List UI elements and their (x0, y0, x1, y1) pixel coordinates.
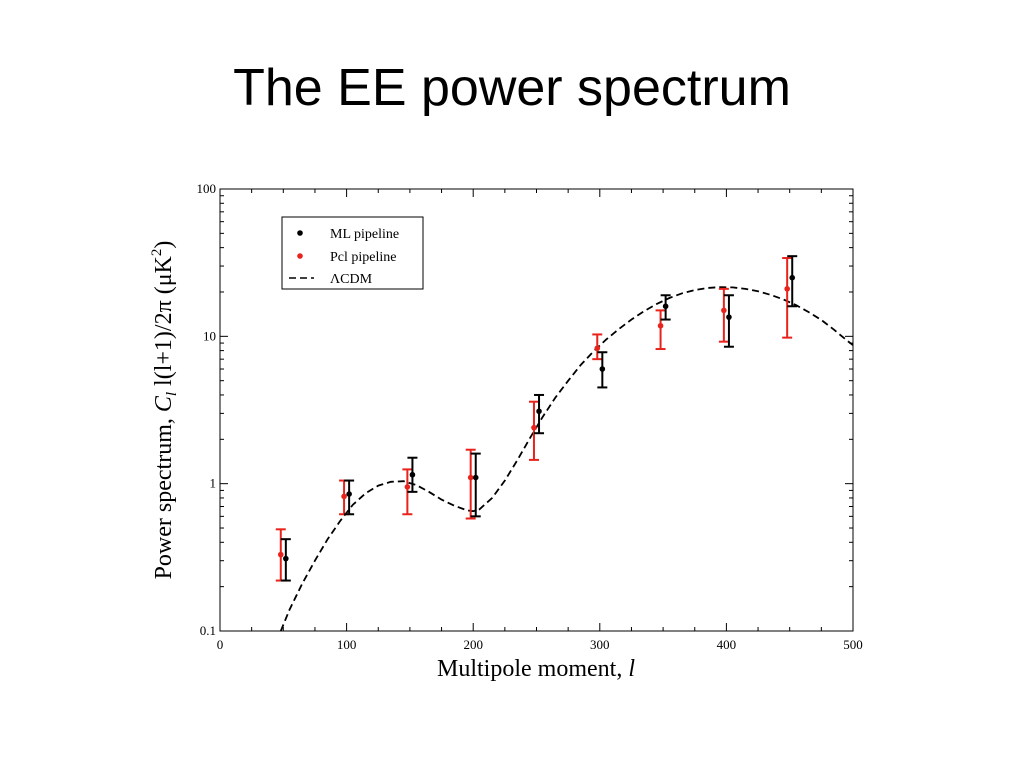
y-tick-label: 1 (210, 476, 217, 491)
ml-point (662, 303, 669, 310)
legend: ML pipeline Pcl pipeline ΛCDM (281, 216, 424, 290)
ml-point (726, 314, 732, 320)
pcl-point (657, 322, 664, 329)
pcl-point (721, 307, 727, 314)
x-tick-label: 200 (463, 637, 483, 652)
ml-series (280, 255, 798, 582)
legend-pcl-label: Pcl pipeline (330, 250, 397, 265)
x-tick-label: 400 (717, 637, 737, 652)
pcl-point (784, 286, 790, 292)
model-curve (279, 286, 854, 632)
slide-title: The EE power spectrum (233, 59, 791, 117)
pcl-point (404, 484, 411, 490)
ml-point (599, 366, 606, 372)
y-tick-label: 10 (203, 328, 216, 343)
x-tick-label: 0 (217, 637, 224, 652)
ml-point (789, 274, 796, 281)
ml-point (536, 408, 542, 415)
y-tick-labels: 0.1 1 10 100 (197, 181, 217, 638)
legend-box (281, 216, 424, 290)
legend-ml-marker (297, 230, 303, 236)
legend-ml-label: ML pipeline (330, 227, 399, 242)
pcl-point (341, 493, 347, 500)
y-tick-label: 0.1 (200, 623, 216, 638)
legend-model-label: ΛCDM (330, 272, 373, 287)
pcl-point (594, 345, 601, 352)
pcl-point (277, 551, 284, 558)
ml-point (283, 555, 289, 562)
pcl-point (531, 424, 537, 431)
ml-point (346, 491, 352, 497)
pcl-series (275, 257, 793, 582)
x-axis-title: Multipole moment, l (437, 656, 635, 682)
axis-ticks (219, 189, 854, 632)
y-tick-label: 100 (197, 181, 217, 196)
x-tick-label: 500 (843, 637, 863, 652)
pcl-point (467, 474, 474, 481)
ml-point (472, 474, 479, 481)
lcdm-curve (279, 286, 854, 632)
x-tick-label: 300 (590, 637, 610, 652)
x-tick-label: 100 (337, 637, 357, 652)
ml-point (409, 471, 416, 478)
legend-pcl-marker (297, 253, 303, 259)
y-axis-title: Power spectrum, Cl l(l+1)/2π (μK2) (149, 241, 180, 580)
x-tick-labels: 0 100 200 300 400 500 (217, 637, 863, 652)
